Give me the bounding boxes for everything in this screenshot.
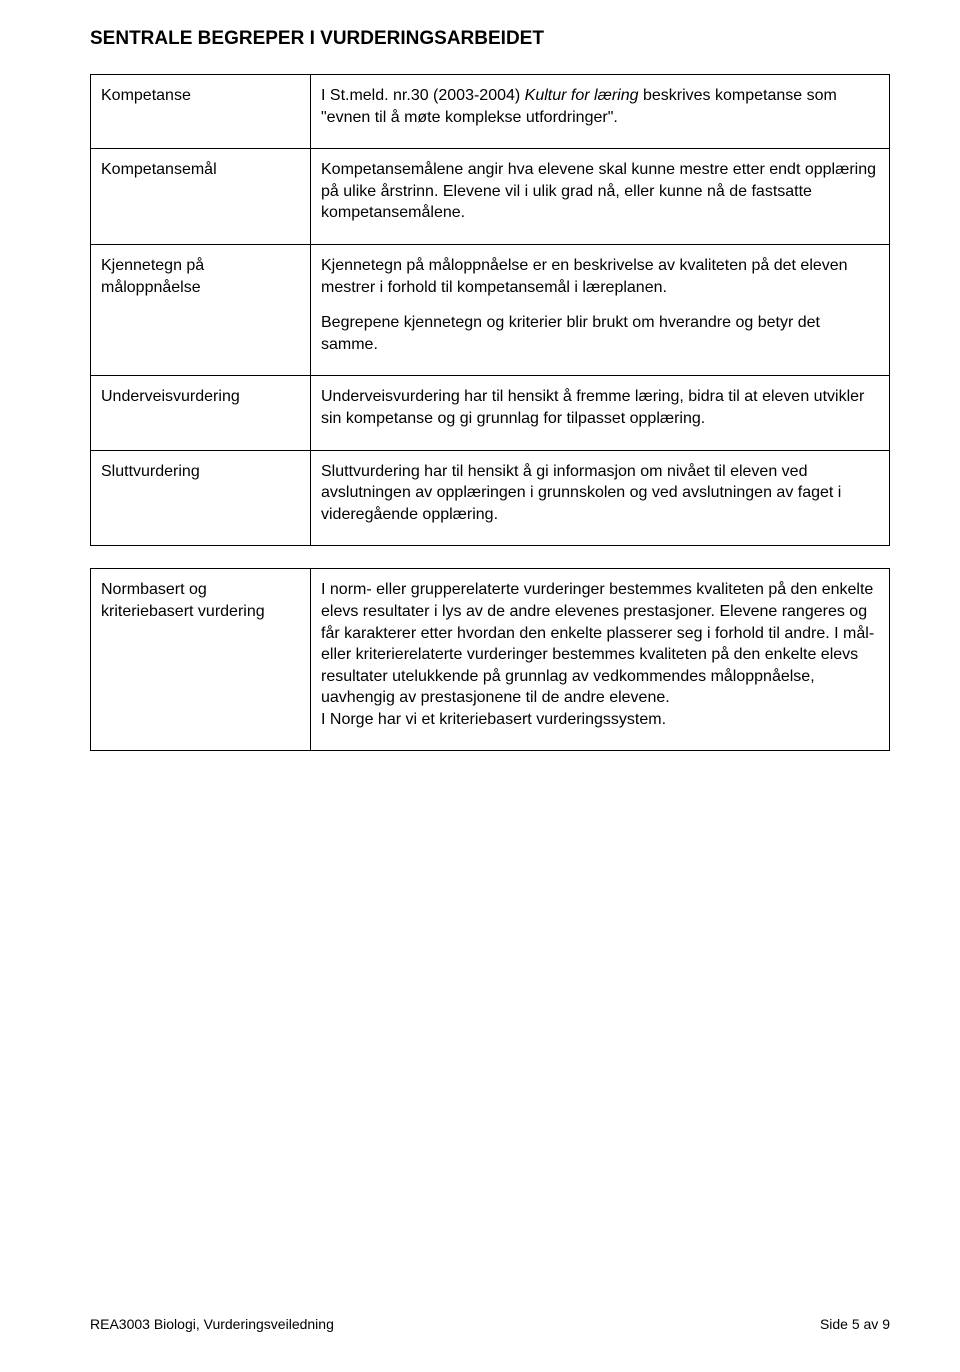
definitions-table-2: Normbasert og kriteriebasert vurdering I… (90, 568, 890, 751)
table-row: Kjennetegn på måloppnåelse Kjennetegn på… (91, 244, 890, 375)
definition-cell: Sluttvurdering har til hensikt å gi info… (311, 450, 890, 546)
table-row: Kompetansemål Kompetansemålene angir hva… (91, 149, 890, 245)
table-row: Normbasert og kriteriebasert vurdering I… (91, 569, 890, 751)
page-footer: REA3003 Biologi, Vurderingsveiledning Si… (90, 1316, 890, 1332)
definition-text: Begrepene kjennetegn og kriterier blir b… (321, 312, 879, 355)
definition-cell: I norm- eller grupperelaterte vurderinge… (311, 569, 890, 751)
page-heading: SENTRALE BEGREPER I VURDERINGSARBEIDET (90, 28, 890, 50)
table-row: Underveisvurdering Underveisvurdering ha… (91, 376, 890, 450)
term-cell: Kompetanse (91, 75, 311, 149)
definition-cell: I St.meld. nr.30 (2003-2004) Kultur for … (311, 75, 890, 149)
definitions-table-1: Kompetanse I St.meld. nr.30 (2003-2004) … (90, 74, 890, 546)
definition-text: Sluttvurdering har til hensikt å gi info… (321, 461, 879, 526)
term-cell: Underveisvurdering (91, 376, 311, 450)
definition-text: I St.meld. nr.30 (2003-2004) Kultur for … (321, 85, 879, 128)
definition-cell: Kjennetegn på måloppnåelse er en beskriv… (311, 244, 890, 375)
table-row: Sluttvurdering Sluttvurdering har til he… (91, 450, 890, 546)
definition-text: Underveisvurdering har til hensikt å fre… (321, 386, 879, 429)
term-cell: Kompetansemål (91, 149, 311, 245)
footer-left: REA3003 Biologi, Vurderingsveiledning (90, 1316, 334, 1332)
footer-right: Side 5 av 9 (820, 1316, 890, 1332)
term-cell: Sluttvurdering (91, 450, 311, 546)
term-cell: Normbasert og kriteriebasert vurdering (91, 569, 311, 751)
definition-cell: Kompetansemålene angir hva elevene skal … (311, 149, 890, 245)
definition-text: I norm- eller grupperelaterte vurderinge… (321, 579, 879, 730)
definition-cell: Underveisvurdering har til hensikt å fre… (311, 376, 890, 450)
table-row: Kompetanse I St.meld. nr.30 (2003-2004) … (91, 75, 890, 149)
definition-text: Kjennetegn på måloppnåelse er en beskriv… (321, 255, 879, 298)
term-cell: Kjennetegn på måloppnåelse (91, 244, 311, 375)
definition-text: Kompetansemålene angir hva elevene skal … (321, 159, 879, 224)
